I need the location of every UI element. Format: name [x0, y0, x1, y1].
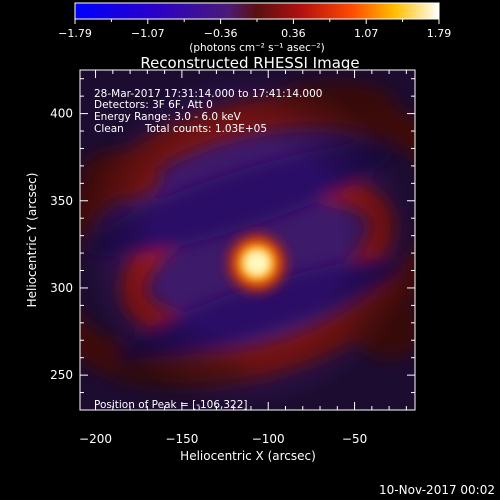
colorbar-gradient [74, 2, 440, 20]
colorbar-tick-label: −1.07 [131, 27, 165, 40]
x-tick-label: −50 [342, 432, 367, 446]
energy-range-text: Energy Range: 3.0 - 6.0 keV [94, 111, 242, 123]
colorbar-tick-label: −0.36 [204, 27, 238, 40]
total-counts-text: Total counts: 1.03E+05 [144, 123, 267, 135]
time-range-text: 28-Mar-2017 17:31:14.000 to 17:41:14.000 [94, 88, 322, 100]
x-tick-label: −150 [165, 432, 198, 446]
y-axis-label: Heliocentric Y (arcsec) [25, 173, 39, 308]
colorbar: −1.79 −1.07 −0.36 0.36 1.07 1.79 (photon… [58, 2, 452, 54]
x-tick-label: −200 [79, 432, 112, 446]
colorbar-tick-label: −1.79 [58, 27, 92, 40]
colorbar-tick-label: 1.79 [427, 27, 452, 40]
y-tick-labels: 250 300 350 400 [50, 107, 73, 383]
y-tick-label: 250 [50, 368, 73, 382]
colorbar-ticks [74, 19, 440, 24]
colorbar-units: (photons cm⁻² s⁻¹ asec⁻²) [189, 42, 324, 54]
y-tick-label: 350 [50, 194, 73, 208]
method-text: Clean [94, 123, 124, 135]
heatmap-image [80, 70, 415, 410]
x-tick-labels: −200 −150 −100 −50 [79, 432, 367, 446]
peak-position-text: Position of Peak = [-106,322] [94, 399, 248, 411]
x-axis-label: Heliocentric X (arcsec) [180, 449, 316, 463]
x-tick-label: −100 [252, 432, 285, 446]
detectors-text: Detectors: 3F 6F, Att 0 [94, 99, 213, 111]
axis-ticks [80, 70, 415, 410]
chart-title: Reconstructed RHESSI Image [140, 54, 359, 72]
image-annotations: 28-Mar-2017 17:31:14.000 to 17:41:14.000… [94, 88, 322, 411]
footer-timestamp: 10-Nov-2017 00:02 [379, 483, 495, 497]
colorbar-tick-label: 0.36 [281, 27, 306, 40]
plot-frame [79, 69, 416, 411]
y-tick-label: 400 [50, 107, 73, 121]
y-tick-label: 300 [50, 281, 73, 295]
colorbar-tick-label: 1.07 [354, 27, 379, 40]
heatmap-vignette [80, 70, 415, 410]
